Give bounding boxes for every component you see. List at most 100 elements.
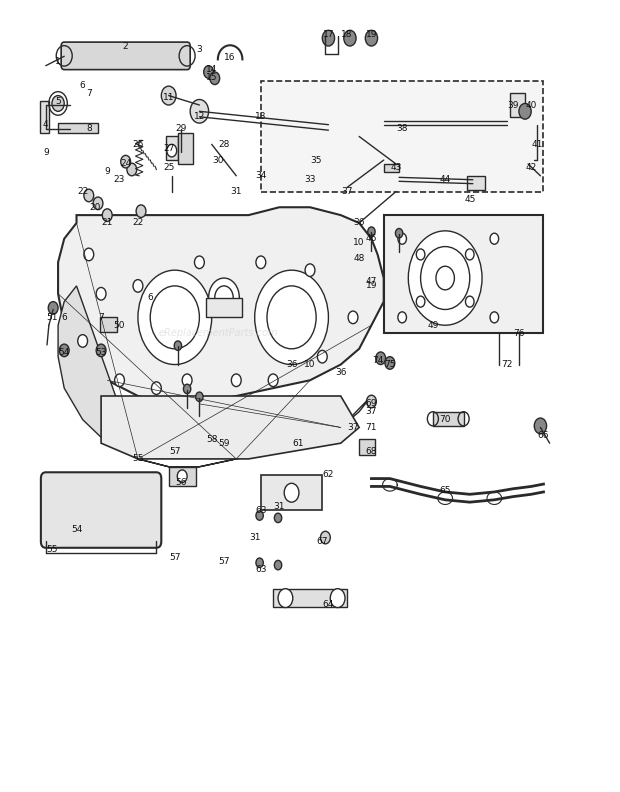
- Text: 30: 30: [212, 155, 224, 165]
- Circle shape: [210, 72, 219, 85]
- Circle shape: [409, 230, 482, 326]
- Text: 48: 48: [353, 254, 365, 263]
- Text: 12: 12: [193, 112, 205, 121]
- Text: 64: 64: [323, 600, 334, 609]
- Text: 65: 65: [440, 485, 451, 495]
- Circle shape: [96, 344, 106, 356]
- Text: 74: 74: [372, 356, 383, 365]
- Text: 54: 54: [58, 348, 70, 357]
- FancyBboxPatch shape: [41, 472, 161, 548]
- Text: 31: 31: [231, 187, 242, 196]
- Circle shape: [366, 395, 376, 408]
- Circle shape: [136, 205, 146, 218]
- Bar: [433, 412, 464, 426]
- Bar: [100, 318, 117, 332]
- Circle shape: [396, 228, 403, 238]
- Text: 26: 26: [132, 140, 144, 149]
- Circle shape: [322, 30, 335, 46]
- Circle shape: [416, 296, 425, 307]
- Text: 2: 2: [123, 41, 128, 51]
- Circle shape: [60, 344, 69, 356]
- Text: 63: 63: [255, 565, 267, 573]
- Bar: [169, 466, 197, 486]
- Text: 45: 45: [464, 195, 476, 204]
- Text: 68: 68: [366, 447, 377, 455]
- Text: 6: 6: [80, 81, 86, 89]
- Circle shape: [195, 256, 205, 268]
- Bar: [467, 176, 485, 190]
- Circle shape: [121, 155, 131, 168]
- Text: 57: 57: [169, 553, 180, 562]
- Text: 37: 37: [366, 407, 377, 417]
- Circle shape: [115, 374, 125, 386]
- Text: eReplacementParts.com: eReplacementParts.com: [158, 328, 278, 338]
- Circle shape: [78, 335, 87, 347]
- Bar: [178, 132, 193, 164]
- Text: 13: 13: [255, 112, 267, 121]
- Circle shape: [330, 588, 345, 607]
- Polygon shape: [58, 208, 384, 404]
- Text: 16: 16: [224, 53, 236, 63]
- FancyBboxPatch shape: [61, 42, 190, 70]
- Text: 33: 33: [304, 175, 316, 185]
- Circle shape: [256, 558, 264, 567]
- Text: 34: 34: [255, 171, 267, 181]
- Text: 67: 67: [317, 537, 328, 546]
- Circle shape: [52, 96, 64, 112]
- Text: 10: 10: [304, 360, 316, 369]
- Circle shape: [368, 227, 375, 236]
- Text: 36: 36: [335, 368, 347, 377]
- Circle shape: [278, 588, 293, 607]
- Text: 44: 44: [440, 175, 451, 185]
- Circle shape: [93, 197, 103, 210]
- Text: 9: 9: [43, 147, 48, 157]
- Circle shape: [490, 233, 498, 244]
- Circle shape: [231, 374, 241, 386]
- Text: 22: 22: [77, 187, 88, 196]
- Text: 27: 27: [163, 144, 174, 153]
- Text: 41: 41: [532, 140, 543, 149]
- Bar: [384, 164, 399, 172]
- Circle shape: [305, 264, 315, 276]
- Text: 55: 55: [46, 545, 58, 554]
- Text: 75: 75: [384, 360, 396, 369]
- Text: 25: 25: [163, 163, 174, 173]
- Circle shape: [138, 270, 211, 364]
- Circle shape: [84, 189, 94, 202]
- Text: 1: 1: [55, 57, 61, 67]
- Circle shape: [365, 30, 378, 46]
- Text: 20: 20: [89, 203, 100, 211]
- Text: 69: 69: [366, 399, 377, 409]
- Circle shape: [466, 249, 474, 260]
- Circle shape: [268, 374, 278, 386]
- Circle shape: [519, 104, 531, 119]
- Polygon shape: [138, 396, 371, 466]
- Text: 31: 31: [273, 501, 285, 511]
- Circle shape: [190, 100, 208, 123]
- Text: 23: 23: [114, 175, 125, 185]
- Circle shape: [385, 356, 395, 369]
- Text: 53: 53: [95, 348, 107, 357]
- Circle shape: [161, 86, 176, 105]
- Polygon shape: [101, 396, 359, 459]
- Text: 71: 71: [366, 423, 377, 432]
- Circle shape: [275, 561, 281, 569]
- Circle shape: [127, 163, 137, 176]
- Text: 58: 58: [206, 435, 218, 444]
- Text: 70: 70: [440, 415, 451, 424]
- Text: 57: 57: [218, 557, 230, 565]
- Circle shape: [376, 352, 386, 364]
- Text: 7: 7: [98, 313, 104, 322]
- Circle shape: [102, 209, 112, 222]
- Text: 39: 39: [507, 101, 518, 109]
- Text: 6: 6: [61, 313, 67, 322]
- Text: 76: 76: [513, 329, 525, 337]
- Text: 56: 56: [175, 478, 187, 487]
- Text: 55: 55: [132, 455, 144, 463]
- Text: 7: 7: [86, 89, 92, 97]
- Circle shape: [184, 384, 191, 394]
- Bar: [206, 298, 242, 318]
- Text: 72: 72: [501, 360, 512, 369]
- Bar: [510, 93, 525, 116]
- Text: 51: 51: [46, 313, 58, 322]
